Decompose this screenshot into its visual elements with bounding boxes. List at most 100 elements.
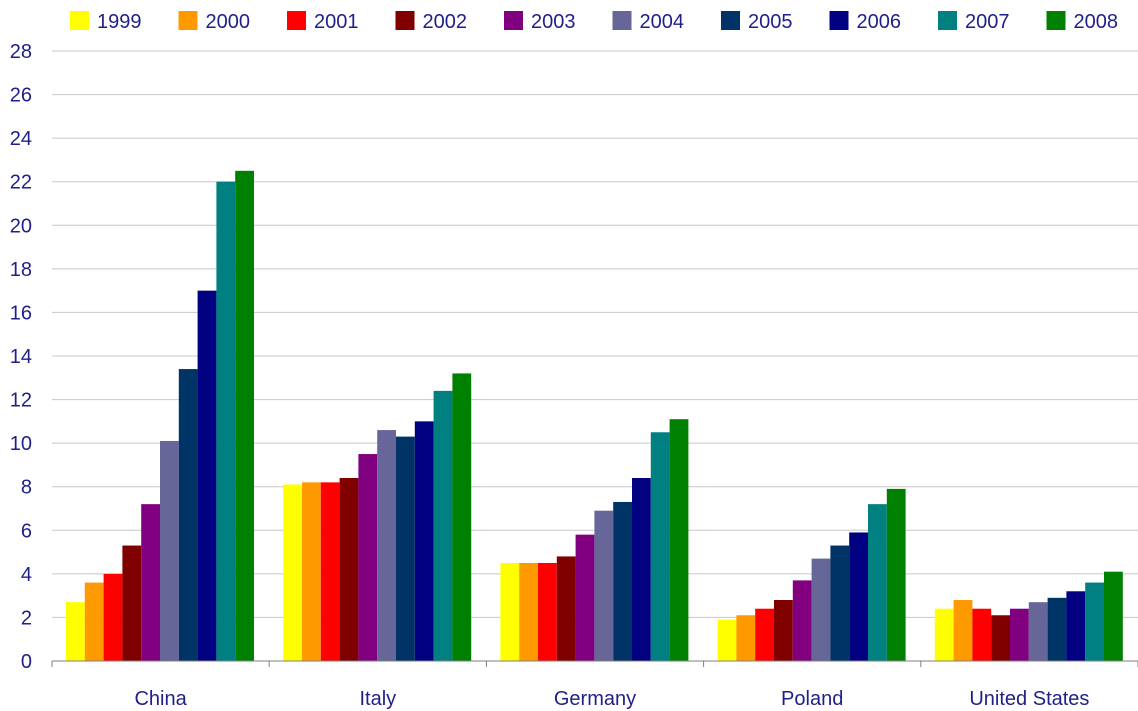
y-tick-label: 26 [10,85,32,107]
bar-2007-germany [650,432,670,661]
legend-label: 2008 [1074,11,1119,33]
legend-swatch [504,11,523,30]
bar-2005-italy [396,436,415,661]
bar-2002-italy [339,478,359,661]
x-axis: China Italy Germany Poland United States [51,660,1138,710]
bar-1999-poland [717,619,737,661]
y-tick-label: 2 [21,607,32,629]
y-tick-label: 12 [10,390,32,412]
bar-2006-united-states [1066,591,1086,661]
bar-2003-united-states [1010,608,1029,661]
legend-item-2008: 2008 [1046,11,1119,33]
x-category-label: Germany [554,688,636,710]
legend: 1999 2000 2001 2002 2003 2004 2005 2006 2007 2008 [70,11,1118,33]
bar-2004-poland [811,558,831,661]
bar-2006-germany [632,478,651,661]
legend-label: 2007 [965,11,1010,33]
legend-swatch [287,11,306,30]
bar-2000-germany [519,562,538,661]
legend-item-1999: 1999 [70,11,142,33]
legend-swatch [938,11,957,30]
legend-item-2000: 2000 [178,11,250,33]
bar-2001-poland [755,608,774,661]
legend-item-2006: 2006 [829,11,901,33]
bar-2001-china [103,573,123,661]
bar-2001-united-states [972,608,992,661]
legend-swatch [178,11,198,30]
legend-swatch [612,11,632,30]
bar-2005-germany [613,501,632,661]
bar-2005-poland [830,545,850,661]
bar-2004-china [160,440,179,661]
x-category-label: Poland [781,688,843,710]
bar-2003-germany [575,534,595,661]
bar-1999-italy [283,484,302,661]
legend-item-2005: 2005 [721,11,793,33]
legend-label: 2004 [640,11,685,33]
legend-swatch [70,11,89,30]
bar-2002-germany [556,556,576,661]
bar-2003-china [141,504,160,661]
bar-2000-italy [302,482,321,661]
bar-2002-china [122,545,142,661]
bar-2008-germany [669,419,689,661]
legend-item-2001: 2001 [287,11,359,33]
x-category-label: China [134,688,187,710]
legend-label: 2003 [531,11,576,33]
legend-item-2003: 2003 [504,11,576,33]
bar-1999-germany [500,562,520,661]
legend-swatch [1046,11,1066,30]
bar-2004-italy [377,430,396,661]
bar-1999-china [66,602,85,661]
legend-swatch [829,11,849,30]
bar-2002-united-states [991,615,1010,661]
legend-swatch [721,11,740,30]
y-tick-label: 24 [10,128,32,150]
x-category-label: Italy [359,688,396,710]
bar-2007-italy [433,390,453,661]
bar-2007-china [216,181,236,661]
bar-2000-poland [736,615,756,661]
y-tick-label: 28 [10,41,32,63]
legend-item-2004: 2004 [612,11,685,33]
bar-2005-united-states [1047,597,1067,661]
legend-label: 2002 [423,11,468,33]
bar-2004-germany [594,510,614,661]
bar-2005-china [178,369,198,661]
y-tick-label: 0 [21,651,32,673]
bar-2000-united-states [953,600,973,661]
y-tick-label: 10 [10,433,32,455]
bar-2000-china [84,582,104,661]
x-category-label: United States [969,688,1089,710]
bars [66,170,1123,662]
bar-2002-poland [774,600,793,661]
legend-swatch [395,11,415,30]
bar-2004-united-states [1028,602,1048,661]
legend-label: 2001 [314,11,359,33]
legend-item-2002: 2002 [395,11,468,33]
y-tick-label: 18 [10,259,32,281]
y-tick-label: 6 [21,520,32,542]
legend-label: 1999 [97,11,142,33]
y-tick-label: 4 [21,564,32,586]
bar-2008-china [235,170,254,662]
y-tick-label: 8 [21,477,32,499]
bar-2008-poland [886,488,906,661]
y-tick-label: 20 [10,215,32,237]
bar-2001-germany [538,562,557,661]
bar-2008-united-states [1104,571,1123,661]
bar-2006-italy [414,421,434,661]
bar-2007-poland [868,504,887,661]
bar-2006-china [197,290,217,661]
y-tick-label: 22 [10,172,32,194]
bar-1999-united-states [934,608,954,661]
bar-2001-italy [320,482,340,661]
y-tick-label: 16 [10,302,32,324]
legend-item-2007: 2007 [938,11,1010,33]
bar-2006-poland [849,532,868,661]
bar-2003-poland [792,580,812,661]
y-tick-label: 14 [10,346,32,368]
bar-2007-united-states [1085,582,1104,661]
